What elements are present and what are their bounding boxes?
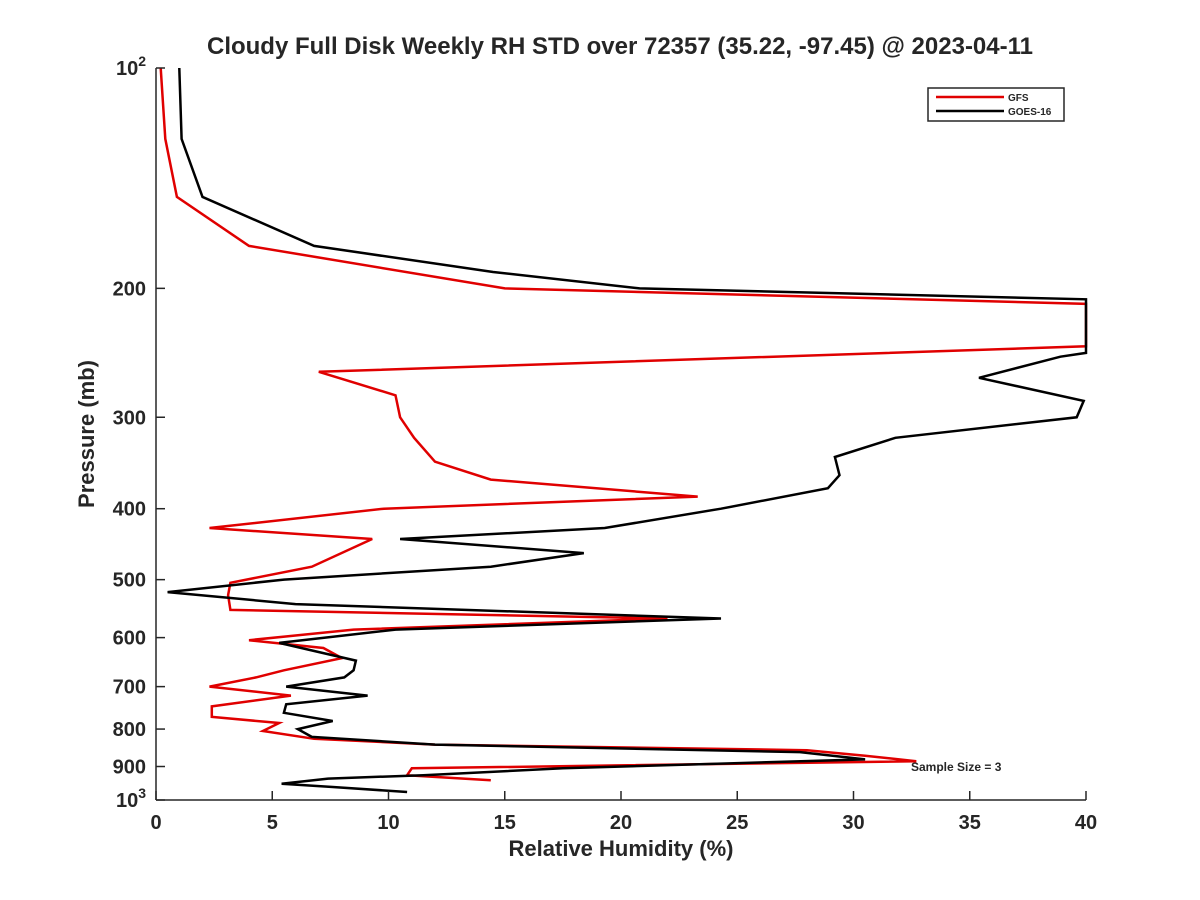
legend-box [927,87,1065,122]
series-line-gfs [159,67,1088,782]
y-tick-label: 300 [113,407,146,429]
x-tick-label: 25 [726,812,748,834]
x-tick-label: 10 [377,812,399,834]
y-tick-label: 400 [113,499,146,521]
y-tick-label: 900 [113,757,146,779]
y-tick-label: 800 [113,719,146,741]
y-tick-label: 200 [113,278,146,300]
x-tick-label: 30 [842,812,864,834]
x-tick-label: 0 [150,812,161,834]
series-line-goes16 [167,67,1088,794]
chart-title: Cloudy Full Disk Weekly RH STD over 7235… [207,33,1033,60]
x-tick-label: 40 [1075,812,1097,834]
x-tick-label: 20 [610,812,632,834]
x-tick-label: 35 [959,812,981,834]
x-tick-label: 5 [267,812,278,834]
legend: GFS GOES-16 [927,87,1065,122]
y-tick-label: 103 [116,785,146,812]
y-axis-label: Pressure (mb) [74,360,99,508]
y-tick-label: 600 [113,628,146,650]
y-axis: 102 200 300 400 500 600 700 800 900 103 [113,53,165,812]
legend-label-goes16: GOES-16 [1008,107,1052,118]
y-tick-label: 102 [116,53,146,80]
x-tick-label: 15 [494,812,516,834]
sample-size-annotation: Sample Size = 3 [911,760,1002,774]
y-tick-label: 700 [113,677,146,699]
plot-area: 0 5 10 15 20 25 30 35 40 102 200 300 400 500 600 700 80… [113,53,1098,834]
plot-frame [156,68,1086,800]
series-lines [159,67,1088,794]
legend-label-gfs: GFS [1008,93,1029,104]
y-tick-label: 500 [113,570,146,592]
x-axis-label: Relative Humidity (%) [509,836,734,861]
x-axis: 0 5 10 15 20 25 30 35 40 [150,791,1097,834]
